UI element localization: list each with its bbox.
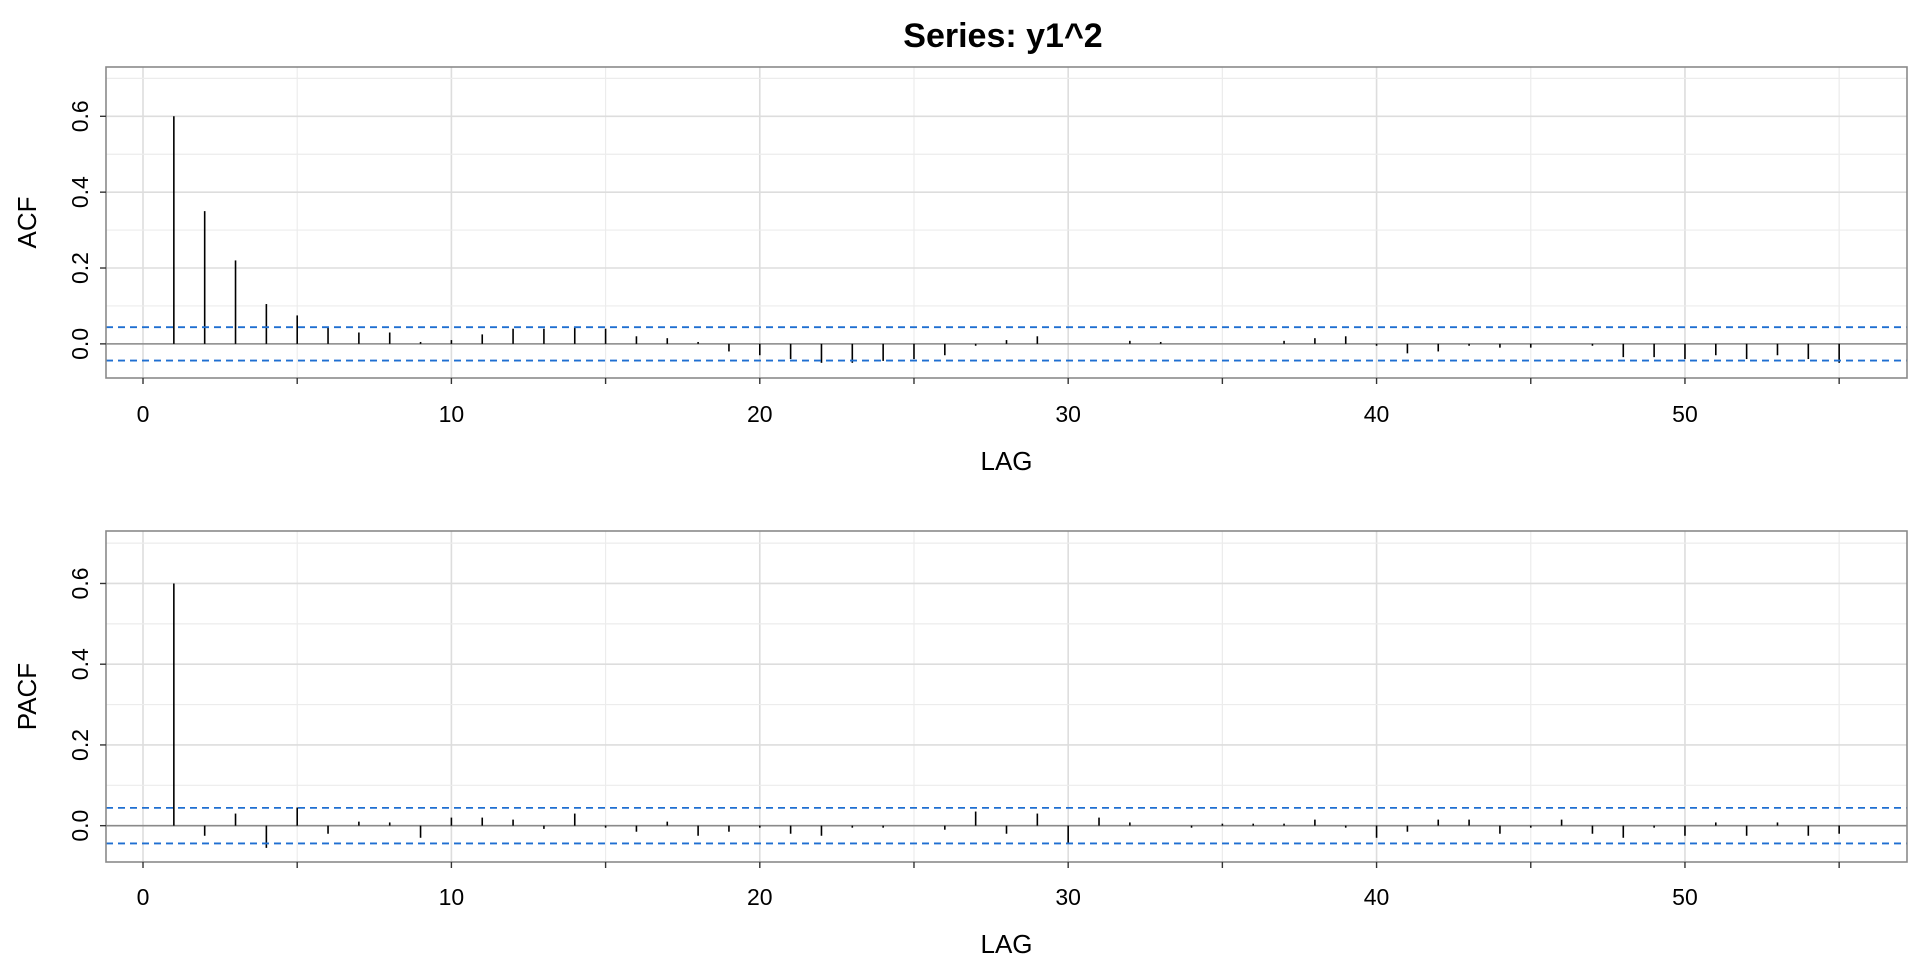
pacf-x-tick-label: 0 bbox=[137, 884, 150, 910]
acf-x-tick-label: 30 bbox=[1055, 401, 1081, 427]
acf-x-tick-label: 0 bbox=[137, 401, 150, 427]
acf-x-tick-label: 10 bbox=[439, 401, 465, 427]
pacf-x-tick-label: 40 bbox=[1364, 884, 1390, 910]
chart-title: Series: y1^2 bbox=[903, 17, 1102, 55]
pacf-y-tick-label: 0.4 bbox=[67, 648, 93, 680]
pacf-x-tick-label: 50 bbox=[1672, 884, 1698, 910]
acf-y-tick-label: 0.2 bbox=[67, 252, 93, 284]
pacf-y-axis-label: PACF bbox=[12, 663, 42, 730]
pacf-x-axis-label: LAG bbox=[980, 929, 1032, 959]
acf-y-tick-label: 0.0 bbox=[67, 328, 93, 360]
pacf-plot-area bbox=[106, 531, 1907, 862]
acf-panel: 0 10 20 30 40 50 0.0 0.2 0.4 0.6 LAG ACF bbox=[12, 66, 1908, 476]
acf-x-axis-label: LAG bbox=[980, 446, 1032, 476]
acf-x-tick-label: 20 bbox=[747, 401, 773, 427]
acf-x-tick-label: 40 bbox=[1364, 401, 1390, 427]
pacf-panel-border bbox=[105, 530, 1908, 863]
pacf-panel: 0 10 20 30 40 50 0.0 0.2 0.4 0.6 LAG PACF bbox=[12, 530, 1908, 959]
pacf-y-tick-label: 0.6 bbox=[67, 567, 93, 599]
acf-y-axis-label: ACF bbox=[12, 197, 42, 249]
acf-y-tick-label: 0.4 bbox=[67, 176, 93, 208]
pacf-y-tick-label: 0.0 bbox=[67, 810, 93, 842]
pacf-x-tick-label: 20 bbox=[747, 884, 773, 910]
pacf-x-tick-label: 30 bbox=[1055, 884, 1081, 910]
acf-x-tick-label: 50 bbox=[1672, 401, 1698, 427]
pacf-x-tick-label: 10 bbox=[439, 884, 465, 910]
acf-panel-border bbox=[105, 66, 1908, 379]
pacf-y-tick-label: 0.2 bbox=[67, 729, 93, 761]
acf-y-tick-label: 0.6 bbox=[67, 100, 93, 132]
acf-plot-area bbox=[106, 67, 1907, 378]
